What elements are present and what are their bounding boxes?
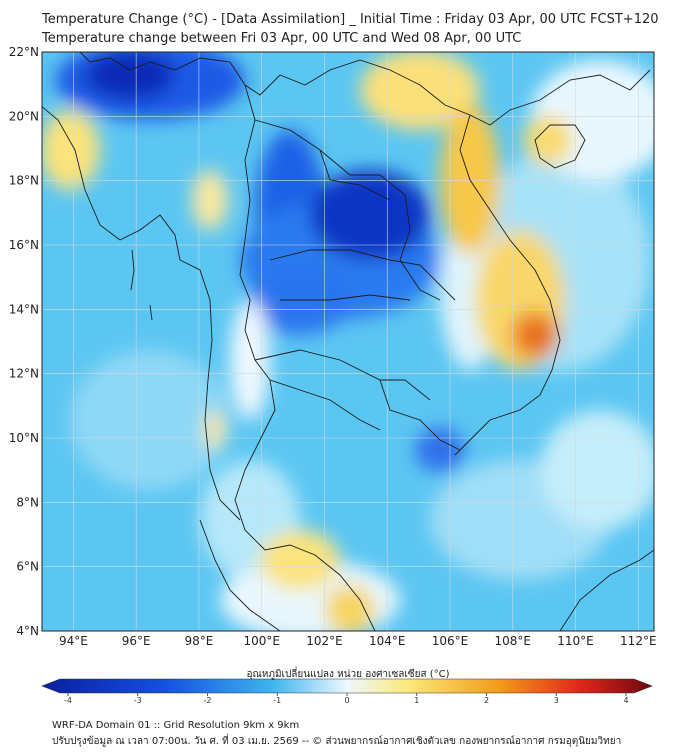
lon-label: 96°E bbox=[122, 634, 151, 648]
lon-label: 100°E bbox=[243, 634, 280, 648]
colorbar-tick-label: 2 bbox=[484, 696, 489, 705]
lon-label: 106°E bbox=[432, 634, 469, 648]
temperature-field bbox=[42, 52, 654, 631]
map-title: Temperature Change (°C) - [Data Assimila… bbox=[42, 12, 659, 27]
colorbar-tick-label: 3 bbox=[554, 696, 559, 705]
colorbar-tick-label: -3 bbox=[134, 696, 142, 705]
coastline-lines bbox=[42, 52, 654, 631]
colorbar-gradient bbox=[41, 678, 653, 694]
lat-label: 16°N bbox=[9, 238, 39, 252]
colorbar-tick-label: 4 bbox=[623, 696, 628, 705]
lat-label: 10°N bbox=[9, 431, 39, 445]
lon-label: 98°E bbox=[184, 634, 213, 648]
lon-label: 112°E bbox=[620, 634, 657, 648]
colorbar-tick-label: -1 bbox=[273, 696, 281, 705]
map-subtitle: Temperature change between Fri 03 Apr, 0… bbox=[42, 31, 522, 46]
colorbar-title: อุณหภูมิเปลี่ยนแปลง หน่วย องศาเซลเซียส (… bbox=[246, 669, 450, 680]
footer-model-info: WRF-DA Domain 01 :: Grid Resolution 9km … bbox=[52, 720, 300, 731]
latitude-labels: 22°N 20°N 18°N 16°N 14°N 12°N 10°N 8°N 6°N 4°N bbox=[9, 45, 39, 638]
lat-label: 20°N bbox=[9, 109, 39, 123]
colorbar-tick-label: 0 bbox=[344, 696, 349, 705]
colorbar-tick-label: -2 bbox=[204, 696, 212, 705]
footer-credit: ปรับปรุงข้อมูล ณ เวลา 07:00น. วัน ศ. ที่… bbox=[52, 736, 622, 747]
lat-label: 8°N bbox=[16, 495, 39, 509]
colorbar-tick-label: -4 bbox=[64, 696, 72, 705]
lon-label: 110°E bbox=[557, 634, 594, 648]
lat-label: 18°N bbox=[9, 174, 39, 188]
longitude-labels: 94°E 96°E 98°E 100°E 102°E 104°E 106°E 108°E 110… bbox=[59, 634, 657, 648]
lat-label: 22°N bbox=[9, 45, 39, 59]
lon-label: 108°E bbox=[495, 634, 532, 648]
lon-label: 102°E bbox=[306, 634, 343, 648]
colorbar-ticks: -4 -3 -2 -1 0 1 2 3 4 bbox=[64, 693, 629, 705]
lat-label: 14°N bbox=[9, 302, 39, 316]
lon-label: 104°E bbox=[369, 634, 406, 648]
lon-label: 94°E bbox=[59, 634, 88, 648]
map-grid bbox=[42, 52, 654, 631]
lat-label: 6°N bbox=[16, 560, 39, 574]
lat-label: 4°N bbox=[16, 624, 39, 638]
lat-label: 12°N bbox=[9, 367, 39, 381]
colorbar: -4 -3 -2 -1 0 1 2 3 4 bbox=[41, 678, 653, 705]
map-frame bbox=[41, 51, 655, 632]
colorbar-tick-label: 1 bbox=[414, 696, 419, 705]
